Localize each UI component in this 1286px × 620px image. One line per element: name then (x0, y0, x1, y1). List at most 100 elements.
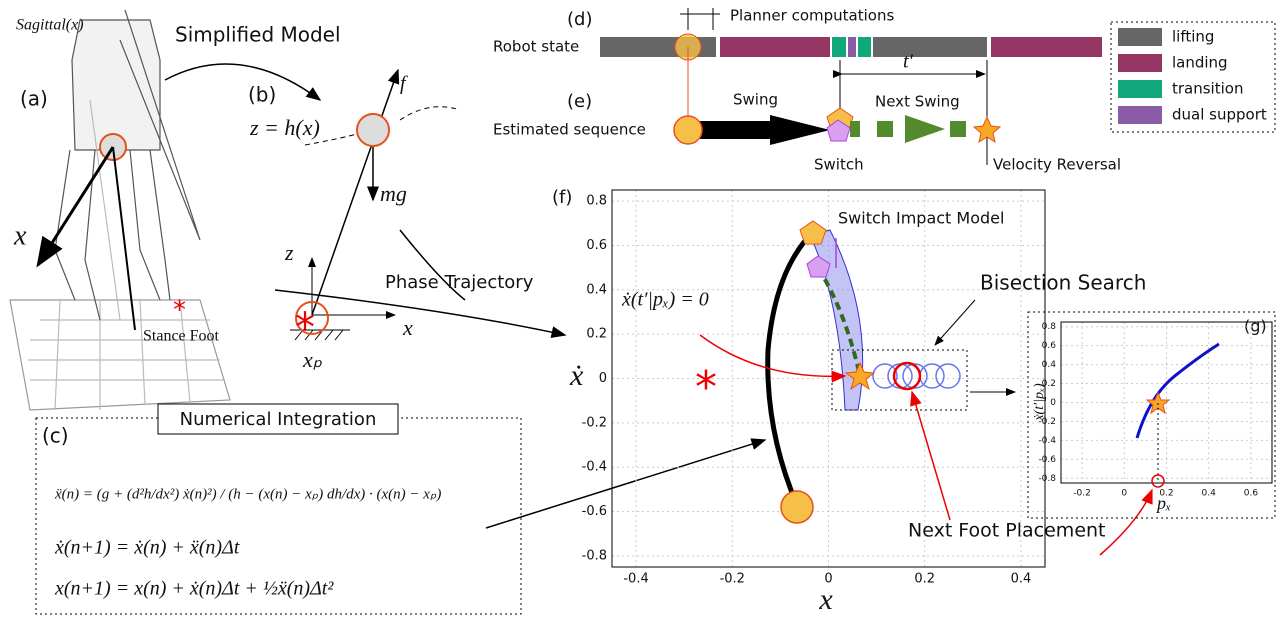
x-tick-label: 0 (1121, 489, 1127, 499)
panel-label: (e) (567, 91, 592, 112)
t-prime: t′ (903, 51, 914, 73)
x-tick-label: -0.2 (720, 572, 745, 587)
annotation: Next Foot Placement (908, 520, 1106, 542)
foot-label: xₚ (302, 347, 323, 372)
robot-state-label: Robot state (493, 38, 579, 56)
arrow (165, 64, 320, 100)
foot-marker (1152, 475, 1164, 487)
phase-plot: -0.4 -0.2 0 0.2 0.4 -0.8 -0.6 -0.4 -0.2 0 0.2 0.4 0.… (569, 190, 1146, 616)
y-tick-label: 0 (1050, 398, 1056, 408)
arrow (700, 335, 845, 376)
simplified-model: Simplified Model (175, 23, 341, 47)
next-swing-label: Next Swing (875, 93, 960, 111)
x-label: x (402, 315, 413, 340)
legend-label: lifting (1172, 28, 1214, 46)
panel-label: (d) (567, 9, 592, 30)
curve (1137, 344, 1219, 438)
legend-label: transition (1172, 80, 1243, 98)
figure: * Sagittal(x) (a) x Stance Foot Simplifi… (0, 0, 1286, 620)
stance-marker: * (695, 362, 717, 413)
y-tick-label: 0.8 (586, 194, 607, 209)
legend-label: landing (1172, 54, 1228, 72)
stance-foot: Stance Foot (143, 328, 220, 345)
annotation: Bisection Search (980, 271, 1146, 295)
x-axis-arrow (38, 147, 113, 265)
equation: x(n+1) = x(n) + ẋ(n)Δt + ½ẍ(n)Δt² (54, 578, 334, 600)
integration-title: Numerical Integration (180, 409, 377, 430)
state-segment (873, 37, 987, 57)
foot-marker: * (173, 296, 186, 326)
swing-arrow (700, 115, 830, 145)
y-tick-label: -0.6 (582, 504, 607, 519)
planner-label: Planner computations (730, 7, 894, 25)
arrow (912, 392, 950, 520)
switch-marker (800, 221, 826, 244)
panel-label: (a) (20, 87, 48, 111)
legend-swatch (1118, 28, 1162, 46)
y-tick-label: -0.4 (582, 460, 607, 475)
sagittal-label: Sagittal(x) (16, 17, 84, 34)
x-tick-label: 0.4 (1011, 572, 1032, 587)
y-tick-label: -0.8 (582, 548, 607, 563)
leg-line (113, 147, 135, 330)
bisection-circle (888, 364, 912, 388)
equation: z = h(x) (249, 115, 320, 140)
state-segment (991, 37, 1102, 57)
estimated-label: Estimated sequence (493, 121, 646, 139)
panel-label: (f) (552, 187, 572, 208)
state-segment (832, 37, 846, 57)
force-label: f (400, 73, 408, 95)
y-tick-label: 0.6 (586, 238, 607, 253)
arrow (486, 440, 765, 528)
equation: ẋ(n+1) = ẋ(n) + ẍ(n)Δt (54, 537, 240, 559)
com (357, 114, 389, 146)
legend-swatch (1118, 54, 1162, 72)
z-label: z (284, 240, 294, 265)
annotation: Switch Impact Model (838, 209, 1004, 228)
x-tick-label: 0.2 (914, 572, 935, 587)
state-segment (720, 37, 830, 57)
x-tick-label: -0.4 (623, 572, 648, 587)
y-tick-label: -0.2 (582, 415, 607, 430)
gravity-label: mg (380, 181, 407, 206)
inset-box (1028, 312, 1275, 518)
annotation: ẋ(t′|pₓ) = 0 (621, 289, 709, 311)
y-tick-label: 0.6 (1042, 341, 1057, 351)
panel-label: (b) (248, 83, 276, 107)
switch-label: Switch (814, 156, 864, 174)
y-axis-title: ẋ (569, 359, 584, 392)
phase-trajectory: Phase Trajectory (385, 272, 534, 293)
y-tick-label: -0.6 (1038, 455, 1056, 465)
trajectory (768, 232, 813, 505)
planner-bracket (680, 8, 720, 30)
legend-label: dual support (1172, 106, 1267, 124)
x-tick-label: -0.2 (1073, 489, 1091, 499)
x-axis-title: pₓ (1155, 493, 1171, 513)
panel-label: (g) (1244, 317, 1267, 336)
x-label: x (13, 220, 27, 251)
reversal-label: Velocity Reversal (993, 156, 1121, 174)
equation: ẍ(n) = (g + (d²h/dx²) ẋ(n)²) / (h − (x(n… (54, 486, 441, 502)
start-marker (674, 116, 702, 144)
bisection-circle (936, 364, 960, 388)
y-tick-label: 0 (599, 371, 607, 386)
state-bar (600, 34, 1102, 60)
x-tick-label: 0.6 (1244, 489, 1259, 499)
y-tick-label: -0.4 (1038, 436, 1056, 446)
y-tick-label: 0.8 (1042, 322, 1057, 332)
start-marker (781, 491, 813, 523)
foot-marker: * (295, 305, 315, 351)
state-segment (858, 37, 871, 57)
state-segment (848, 37, 856, 57)
arrow (1100, 490, 1152, 555)
x-axis-title: x (818, 583, 833, 616)
y-tick-label: -0.8 (1038, 474, 1056, 484)
panel-label: (c) (42, 424, 69, 448)
y-tick-label: 0.4 (1042, 360, 1057, 370)
arrow (935, 300, 975, 345)
y-tick-label: 0.2 (586, 327, 607, 342)
y-axis-title: ẋ(t′|pₓ) (1032, 383, 1047, 422)
next-swing-arrow (905, 115, 945, 143)
legend-swatch (1118, 106, 1162, 124)
legend-swatch (1118, 80, 1162, 98)
